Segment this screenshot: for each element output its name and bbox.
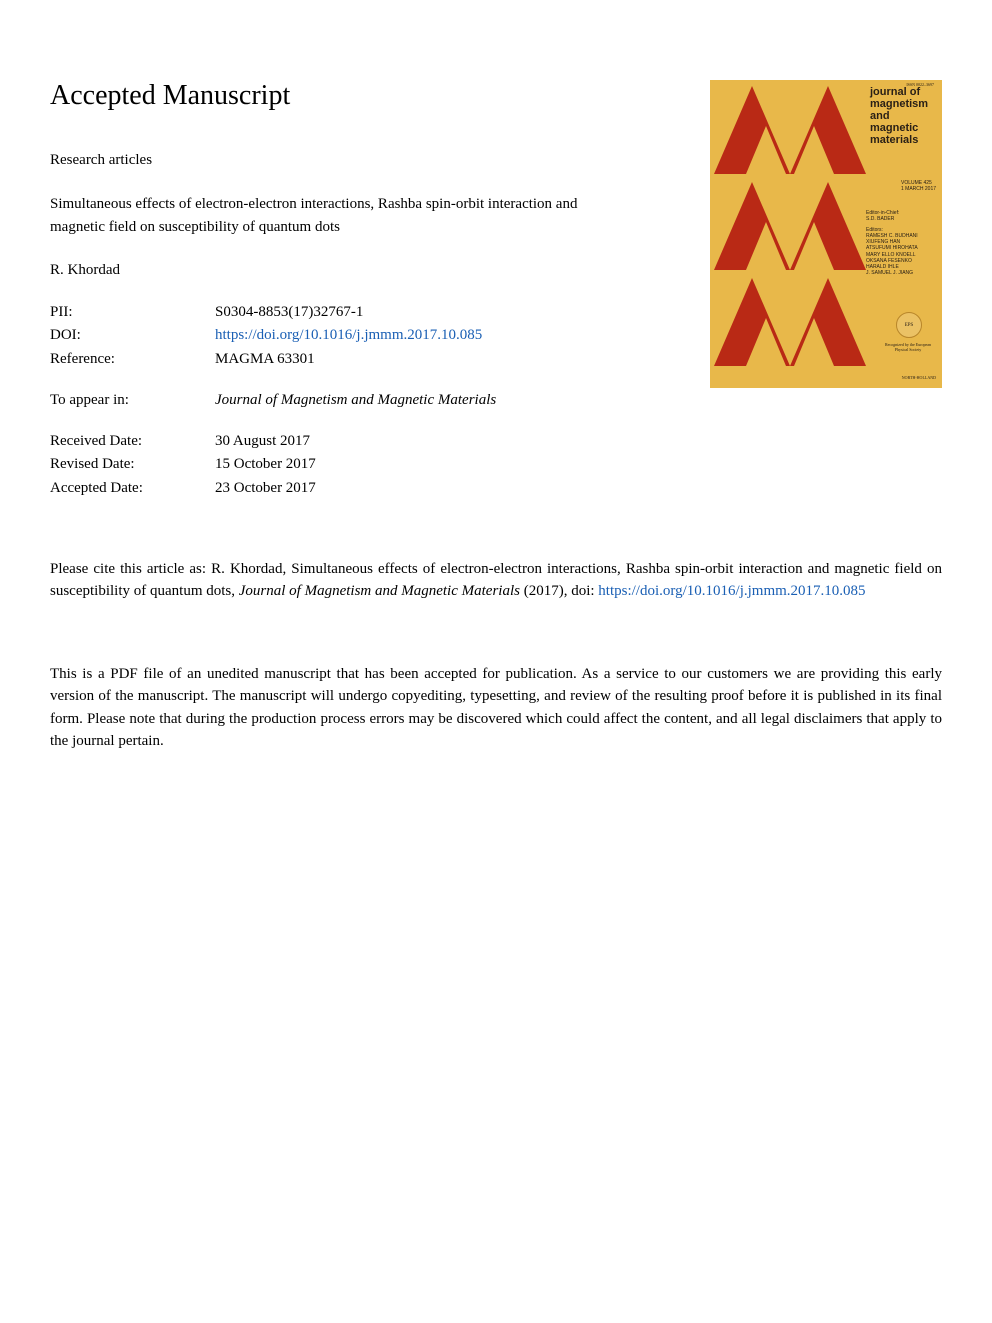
article-title: Simultaneous effects of electron-electro…	[50, 193, 610, 238]
meta-row-doi: DOI: https://doi.org/10.1016/j.jmmm.2017…	[50, 324, 690, 347]
cover-recognized: Recognized by the European Physical Soci…	[880, 342, 936, 352]
page-title: Accepted Manuscript	[50, 80, 690, 112]
meta-label: DOI:	[50, 324, 215, 347]
meta-block-ids: PII: S0304-8853(17)32767-1 DOI: https://…	[50, 301, 690, 371]
meta-label: Received Date:	[50, 430, 215, 453]
cover-editors: Editor-in-Chief: S.D. BADER Editors: RAM…	[866, 210, 936, 277]
meta-row-received: Received Date: 30 August 2017	[50, 430, 690, 453]
citation-journal: Journal of Magnetism and Magnetic Materi…	[239, 583, 520, 599]
cover-editor: J. SAMUEL J. JIANG	[866, 270, 936, 276]
cover-m-icon	[714, 86, 866, 174]
citation-year-doi: (2017), doi:	[520, 583, 598, 599]
disclaimer: This is a PDF file of an unedited manusc…	[50, 663, 942, 753]
meta-label: Revised Date:	[50, 453, 215, 476]
cover-journal-title: journal of magnetism and magnetic materi…	[870, 86, 936, 146]
cover-m-icon	[714, 182, 866, 270]
citation-doi-link[interactable]: https://doi.org/10.1016/j.jmmm.2017.10.0…	[598, 583, 865, 599]
author: R. Khordad	[50, 262, 690, 279]
meta-value: 15 October 2017	[215, 453, 690, 476]
header-row: Accepted Manuscript Research articles Si…	[50, 80, 942, 518]
cover-m-icon	[714, 278, 866, 366]
meta-value: https://doi.org/10.1016/j.jmmm.2017.10.0…	[215, 324, 690, 347]
meta-block-appear: To appear in: Journal of Magnetism and M…	[50, 389, 690, 412]
left-content: Accepted Manuscript Research articles Si…	[50, 80, 710, 518]
cover-volume-date: 1 MARCH 2017	[901, 186, 936, 192]
section-label: Research articles	[50, 152, 690, 169]
meta-value: 30 August 2017	[215, 430, 690, 453]
meta-label: To appear in:	[50, 389, 215, 412]
meta-row-accepted: Accepted Date: 23 October 2017	[50, 477, 690, 500]
meta-row-pii: PII: S0304-8853(17)32767-1	[50, 301, 690, 324]
meta-label: Reference:	[50, 348, 215, 371]
meta-block-dates: Received Date: 30 August 2017 Revised Da…	[50, 430, 690, 500]
meta-value: 23 October 2017	[215, 477, 690, 500]
cover-publisher: NORTH-HOLLAND	[902, 375, 936, 380]
meta-row-reference: Reference: MAGMA 63301	[50, 348, 690, 371]
meta-value: MAGMA 63301	[215, 348, 690, 371]
meta-label: Accepted Date:	[50, 477, 215, 500]
citation-block: Please cite this article as: R. Khordad,…	[50, 558, 942, 603]
cover-badge-icon: EPS	[896, 312, 922, 338]
meta-value-journal: Journal of Magnetism and Magnetic Materi…	[215, 389, 690, 412]
meta-value: S0304-8853(17)32767-1	[215, 301, 690, 324]
cover-volume: VOLUME 425 1 MARCH 2017	[901, 180, 936, 192]
meta-row-appear: To appear in: Journal of Magnetism and M…	[50, 389, 690, 412]
meta-row-revised: Revised Date: 15 October 2017	[50, 453, 690, 476]
journal-cover: ISSN 0022–3697 journal of magnetism and …	[710, 80, 942, 388]
doi-link[interactable]: https://doi.org/10.1016/j.jmmm.2017.10.0…	[215, 327, 482, 343]
meta-label: PII:	[50, 301, 215, 324]
